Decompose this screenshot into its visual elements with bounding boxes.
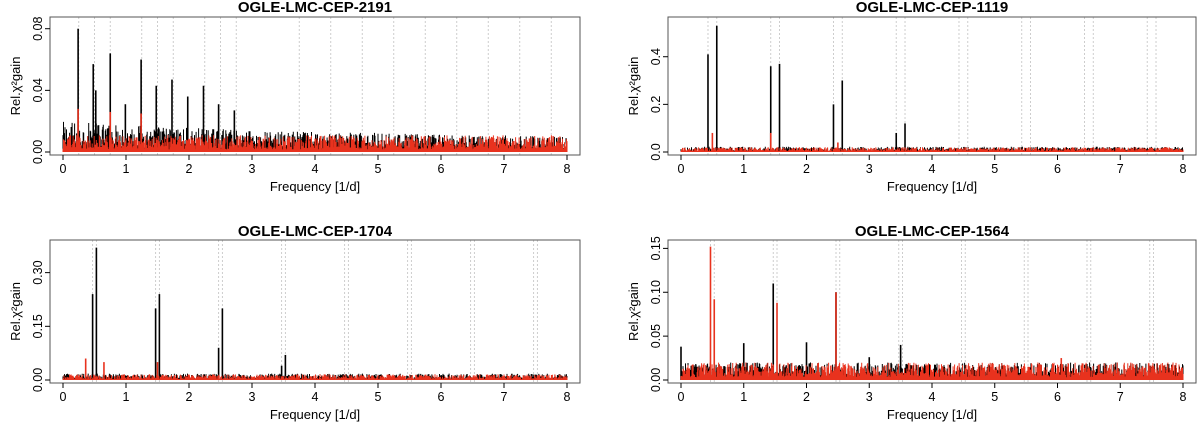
x-tick-label: 0: [678, 390, 685, 404]
x-tick-label: 3: [866, 390, 873, 404]
x-tick-label: 7: [501, 390, 508, 404]
y-tick-label: 0.00: [31, 140, 45, 164]
x-tick-label: 7: [1117, 390, 1124, 404]
x-axis-label: Frequency [1/d]: [887, 179, 977, 194]
x-tick-label: 7: [1117, 162, 1124, 176]
plot-frame: [49, 16, 581, 156]
x-tick-label: 8: [1180, 162, 1187, 176]
x-axis-label: Frequency [1/d]: [270, 407, 360, 422]
x-tick-label: 6: [438, 162, 445, 176]
panel-title: OGLE-LMC-CEP-2191: [238, 0, 392, 16]
red-series-noise: [62, 135, 568, 152]
x-tick-label: 3: [866, 162, 873, 176]
y-axis-label: Rel.χ²gain: [8, 282, 23, 341]
x-tick-label: 1: [123, 162, 130, 176]
y-axis-label: Rel.χ²gain: [626, 57, 641, 116]
y-tick-label: 0.05: [649, 324, 663, 348]
y-tick-label: 0.2: [649, 96, 663, 113]
y-tick-label: 0.00: [649, 368, 663, 392]
y-tick-label: 0.30: [31, 260, 45, 284]
x-tick-label: 8: [1180, 390, 1187, 404]
panel-1: OGLE-LMC-CEP-2191 0 1 2 3 4 5 6 7 8 0.00 0.04 0.08 Fr…: [8, 0, 581, 194]
panel-4: OGLE-LMC-CEP-1564 0 1 2 3 4 5 6 7 8 0.00 0.05 0.10 0.…: [626, 223, 1197, 422]
y-tick-label: 0.4: [649, 48, 663, 65]
x-tick-label: 7: [501, 162, 508, 176]
y-tick-label: 0.15: [31, 314, 45, 338]
x-tick-label: 2: [186, 390, 193, 404]
x-tick-label: 3: [249, 162, 256, 176]
x-axis-label: Frequency [1/d]: [887, 407, 977, 422]
x-tick-label: 0: [60, 390, 67, 404]
plot-frame: [667, 16, 1197, 156]
x-tick-label: 6: [438, 390, 445, 404]
plot-frame: [667, 239, 1197, 384]
y-tick-label: 0.08: [31, 17, 45, 41]
panel-2: OGLE-LMC-CEP-1119 0 1 2 3 4 5 6 7 8 0.0 0.2 0.4 Frequ…: [626, 0, 1197, 194]
red-series-noise: [62, 374, 568, 380]
x-tick-label: 8: [564, 390, 571, 404]
y-tick-label: 0.0: [649, 143, 663, 160]
x-tick-label: 1: [740, 162, 747, 176]
x-tick-label: 5: [991, 390, 998, 404]
x-tick-label: 8: [564, 162, 571, 176]
panel-title: OGLE-LMC-CEP-1564: [855, 223, 1010, 240]
x-tick-label: 0: [678, 162, 685, 176]
red-series-noise: [680, 147, 1184, 152]
panel-title: OGLE-LMC-CEP-1119: [856, 0, 1009, 16]
x-tick-label: 4: [312, 162, 319, 176]
y-axis-label: Rel.χ²gain: [8, 57, 23, 116]
x-tick-label: 2: [803, 390, 810, 404]
x-tick-label: 0: [60, 162, 67, 176]
y-tick-label: 0.15: [649, 236, 663, 260]
x-tick-label: 1: [123, 390, 130, 404]
x-tick-label: 3: [249, 390, 256, 404]
panel-3: OGLE-LMC-CEP-1704 0 1 2 3 4 5 6 7 8 0.00 0.15 0.30 Fr…: [8, 223, 581, 422]
x-tick-label: 5: [991, 162, 998, 176]
x-axis-label: Frequency [1/d]: [270, 179, 360, 194]
x-tick-label: 5: [375, 162, 382, 176]
plot-frame: [49, 239, 581, 384]
x-tick-label: 6: [1054, 162, 1061, 176]
red-series-noise: [680, 362, 1184, 380]
x-tick-label: 4: [312, 390, 319, 404]
x-tick-label: 4: [929, 162, 936, 176]
x-tick-label: 4: [929, 390, 936, 404]
y-axis-label: Rel.χ²gain: [626, 282, 641, 341]
panel-title: OGLE-LMC-CEP-1704: [238, 223, 393, 240]
x-tick-label: 2: [803, 162, 810, 176]
y-tick-label: 0.04: [31, 78, 45, 102]
y-tick-label: 0.00: [31, 368, 45, 392]
x-tick-label: 5: [375, 390, 382, 404]
x-tick-label: 6: [1054, 390, 1061, 404]
x-tick-label: 1: [740, 390, 747, 404]
x-tick-label: 2: [186, 162, 193, 176]
y-tick-label: 0.10: [649, 280, 663, 304]
